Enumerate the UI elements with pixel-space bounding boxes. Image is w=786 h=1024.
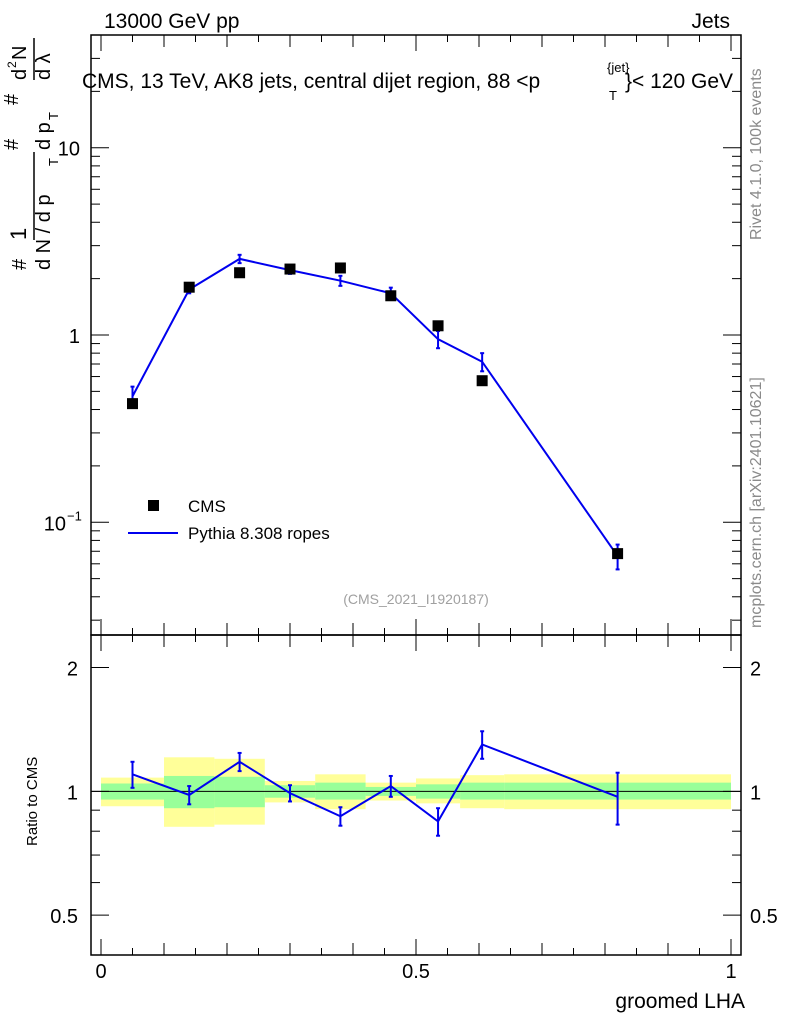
ratio-panel: 0 0.5 1 0.5 0.5 1 1 2 2 bbox=[50, 634, 778, 983]
data-point-cms bbox=[476, 375, 488, 387]
data-point-cms bbox=[127, 398, 138, 410]
chart-title-tail: }< 120 GeV bbox=[625, 70, 733, 93]
ylabel-n: N bbox=[9, 46, 31, 60]
ratio-y-tick-label-right: 0.5 bbox=[750, 906, 778, 928]
ylabel-dn-dpt: d N / d p bbox=[33, 194, 55, 270]
chart-title-sup: {jet} bbox=[607, 60, 630, 75]
rivet-version-label: Rivet 4.1.0, 100k events bbox=[748, 68, 765, 240]
y-tick-label: 10 bbox=[44, 513, 66, 535]
data-point-cms bbox=[183, 281, 195, 293]
legend-cms-label: CMS bbox=[188, 497, 226, 516]
mcplots-label: mcplots.cern.ch [arXiv:2401.10621] bbox=[748, 377, 765, 628]
x-tick-label: 1 bbox=[725, 961, 736, 983]
chart-title-main: CMS, 13 TeV, AK8 jets, central dijet reg… bbox=[82, 70, 540, 93]
chart-title: CMS, 13 TeV, AK8 jets, central dijet reg… bbox=[82, 60, 733, 103]
data-point-cms bbox=[612, 548, 624, 560]
main-frame bbox=[90, 34, 742, 636]
ratio-y-tick-label-right: 2 bbox=[750, 659, 761, 681]
data-point-cms bbox=[385, 290, 397, 302]
ylabel-one: 1 bbox=[6, 228, 31, 240]
ylabel-hash-1: # bbox=[9, 258, 31, 270]
main-ylabel: # 1 d N / d p T # d p T # d 2 N d λ bbox=[1, 38, 61, 270]
ylabel-sub-t: T bbox=[46, 158, 61, 166]
ratio-y-tick-label: 0.5 bbox=[50, 906, 78, 928]
header-category: Jets bbox=[691, 10, 730, 33]
ylabel-sub-t-2: T bbox=[46, 112, 61, 120]
ratio-y-tick-label: 1 bbox=[67, 782, 78, 804]
ylabel-hash-3: # bbox=[1, 93, 23, 105]
chart-title-sub: T bbox=[609, 88, 617, 103]
xlabel: groomed LHA bbox=[615, 990, 745, 1013]
y-tick-label: 10 bbox=[58, 139, 80, 161]
y-tick-label-exponent: −1 bbox=[67, 508, 82, 523]
x-tick-label: 0 bbox=[95, 961, 106, 983]
ylabel-dp: d p bbox=[33, 122, 55, 150]
legend-pythia-label: Pythia 8.308 ropes bbox=[188, 524, 330, 543]
ratio-y-tick-label-right: 1 bbox=[750, 782, 761, 804]
ratio-y-tick-label: 2 bbox=[67, 659, 78, 681]
ylabel-sup-2: 2 bbox=[5, 61, 19, 68]
ylabel-d: d bbox=[9, 69, 31, 80]
ylabel-dlambda: d λ bbox=[33, 53, 55, 80]
analysis-id: (CMS_2021_I1920187) bbox=[343, 591, 489, 607]
x-tick-label: 0.5 bbox=[402, 961, 430, 983]
ylabel-hash-2: # bbox=[1, 138, 23, 150]
data-point-cms bbox=[234, 267, 246, 279]
header-energy: 13000 GeV pp bbox=[104, 10, 239, 33]
ratio-ylabel: Ratio to CMS bbox=[24, 757, 41, 846]
data-point-cms bbox=[432, 320, 444, 332]
y-tick-label: 1 bbox=[69, 326, 80, 348]
legend: CMS Pythia 8.308 ropes bbox=[128, 497, 330, 543]
data-point-cms bbox=[284, 263, 296, 275]
legend-cms-marker bbox=[148, 500, 159, 511]
ratio-band-green bbox=[214, 776, 265, 808]
data-point-cms bbox=[334, 262, 346, 274]
